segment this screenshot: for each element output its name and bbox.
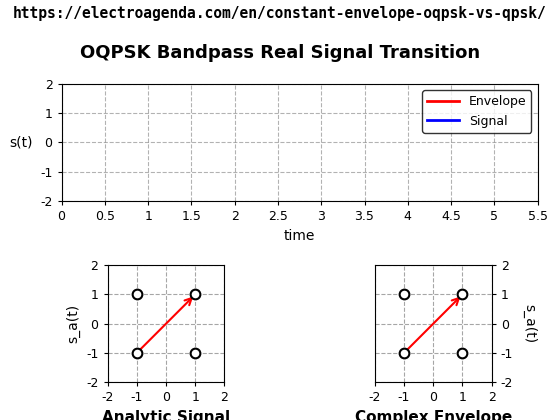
X-axis label: time: time — [284, 228, 315, 242]
Y-axis label: s_a(t): s_a(t) — [522, 304, 537, 343]
Text: OQPSK Bandpass Real Signal Transition: OQPSK Bandpass Real Signal Transition — [80, 44, 480, 62]
X-axis label: Analytic Signal: Analytic Signal — [102, 410, 230, 420]
Y-axis label: s_a(t): s_a(t) — [67, 304, 81, 343]
Y-axis label: s(t): s(t) — [9, 136, 32, 150]
Legend: Envelope, Signal: Envelope, Signal — [422, 90, 531, 132]
Text: https://electroagenda.com/en/constant-envelope-oqpsk-vs-qpsk/: https://electroagenda.com/en/constant-en… — [13, 6, 547, 21]
X-axis label: Complex Envelope: Complex Envelope — [354, 410, 512, 420]
